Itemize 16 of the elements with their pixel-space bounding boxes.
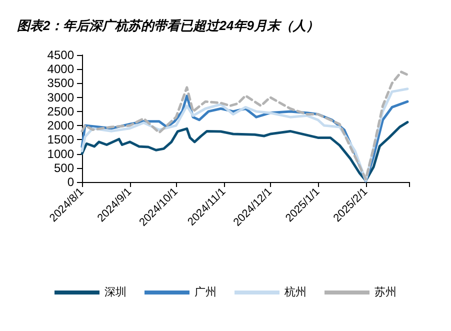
y-tick-label: 500 — [54, 160, 74, 175]
legend-label: 广州 — [194, 286, 216, 298]
chart-title: 图表2：年后深广杭苏的带看已超过24年9月末（人） — [17, 18, 319, 33]
y-tick-label: 3500 — [47, 76, 74, 90]
line-series — [80, 70, 409, 180]
y-tick-label: 0 — [67, 175, 74, 189]
y-tick-label: 1500 — [47, 132, 74, 147]
legend-label: 杭州 — [284, 286, 306, 298]
y-tick-label: 2500 — [47, 104, 74, 118]
y-tick-label: 4500 — [47, 48, 74, 62]
y-tick-label: 2000 — [47, 118, 74, 133]
y-tick-label: 3000 — [47, 90, 74, 104]
y-tick-label: 1000 — [47, 146, 74, 161]
legend-label: 苏州 — [374, 286, 396, 298]
y-tick-label: 4000 — [47, 62, 74, 76]
legend-label: 深圳 — [104, 286, 126, 298]
